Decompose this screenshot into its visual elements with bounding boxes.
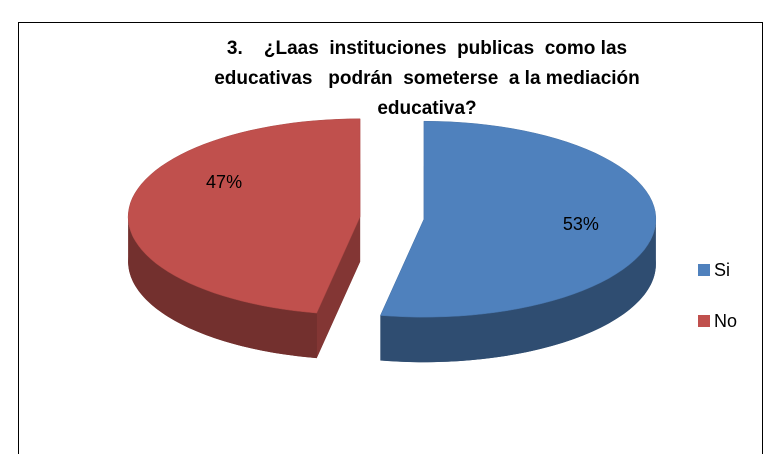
slice-radial-wall [316,216,361,359]
chart-title: 3. ¿Laas instituciones publicas como las… [214,38,646,119]
slice [380,120,657,318]
legend-label: Si [714,260,730,280]
legend-swatch [698,315,710,327]
data-label: 53% [563,214,599,234]
legend-label: No [714,311,737,331]
legend-swatch [698,264,710,276]
data-label: 47% [206,172,242,192]
slice-outer-wall [128,216,317,359]
slice [127,118,361,314]
slice-outer-wall [380,219,656,363]
